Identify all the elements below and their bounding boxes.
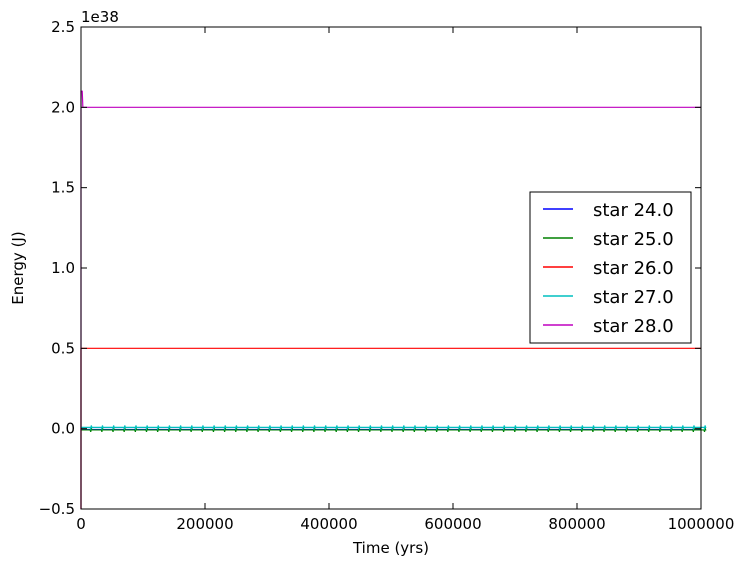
- x-tick-label: 0: [76, 515, 86, 533]
- y-axis-label: Energy (J): [9, 231, 27, 304]
- series-line: [81, 425, 707, 431]
- legend-label: star 24.0: [593, 200, 674, 221]
- legend-label: star 27.0: [593, 287, 674, 308]
- y-tick-label: 1.5: [51, 179, 75, 197]
- ticks-layer: 0 200000 400000 600000 800000 1000000 −0.5 0.0 0…: [39, 18, 735, 533]
- x-tick-label: 400000: [300, 515, 357, 533]
- y-tick-label: 1.0: [51, 259, 75, 277]
- legend-label: star 25.0: [593, 229, 674, 250]
- y-tick-label: 2.0: [51, 98, 75, 116]
- x-tick-label: 600000: [424, 515, 481, 533]
- series-line: [81, 427, 707, 433]
- y-tick-label: 2.5: [51, 18, 75, 36]
- x-axis-label: Time (yrs): [352, 539, 429, 557]
- legend-label: star 26.0: [593, 258, 674, 279]
- x-tick-label: 200000: [176, 515, 233, 533]
- y-tick-label: 0.0: [51, 420, 75, 438]
- x-tick-label: 800000: [548, 515, 605, 533]
- x-tick-label: 1000000: [668, 515, 735, 533]
- series-line: [80, 347, 701, 509]
- y-tick-label: 0.5: [51, 339, 75, 357]
- legend-label: star 28.0: [593, 316, 674, 337]
- y-offset-text: 1e38: [81, 8, 119, 26]
- legend: star 24.0 star 25.0 star 26.0 star 27.0 star…: [529, 191, 692, 344]
- y-tick-label: −0.5: [39, 500, 75, 518]
